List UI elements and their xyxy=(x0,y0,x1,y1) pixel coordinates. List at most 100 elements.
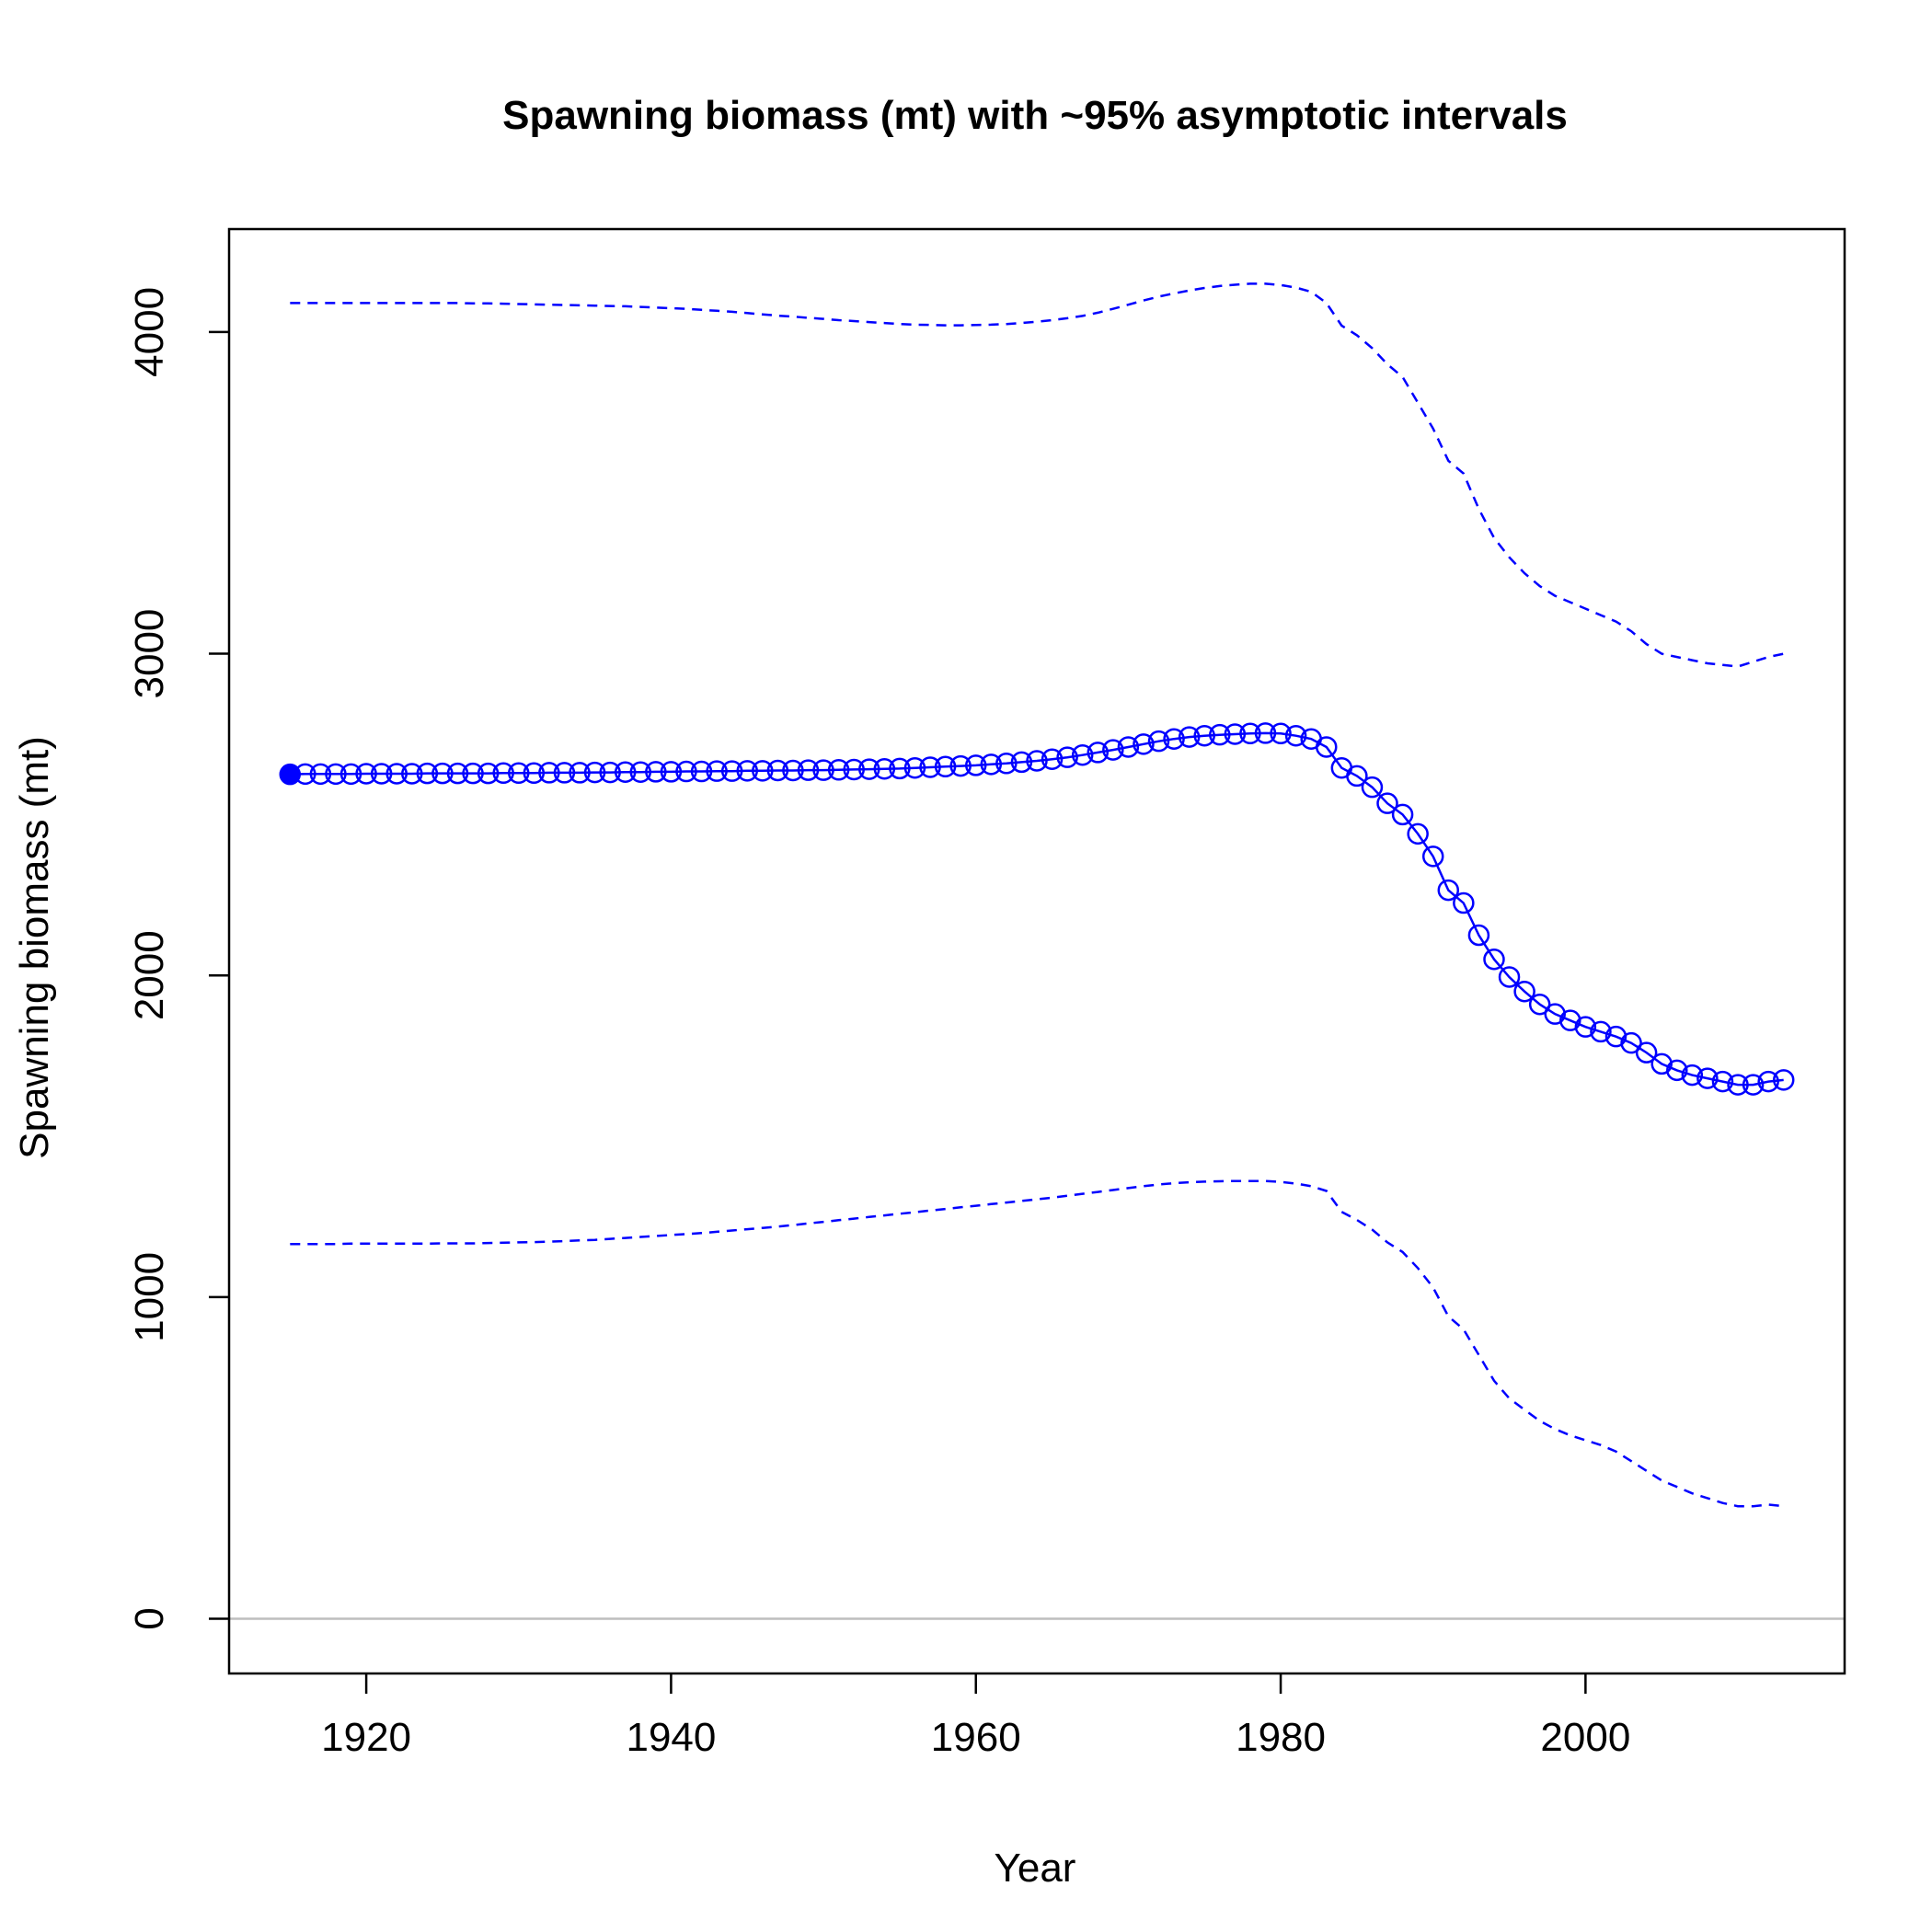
x-axis-label: Year xyxy=(995,1846,1076,1891)
data-point xyxy=(508,762,530,785)
data-point xyxy=(903,756,926,779)
data-point xyxy=(492,762,514,785)
data-point xyxy=(889,757,911,780)
data-point xyxy=(1467,924,1490,947)
data-point xyxy=(1224,723,1247,745)
x-tick-label: 1920 xyxy=(321,1715,411,1760)
x-tick-label: 1940 xyxy=(626,1715,716,1760)
data-point xyxy=(1254,722,1277,744)
upper-95-interval-line xyxy=(290,282,1784,668)
data-point xyxy=(812,759,834,781)
chart-title: Spawning biomass (mt) with ~95% asymptot… xyxy=(502,93,1568,138)
y-axis-label: Spawning biomass (mt) xyxy=(12,736,57,1159)
data-point xyxy=(827,759,850,781)
data-point xyxy=(1772,1069,1795,1091)
data-point xyxy=(964,754,987,776)
data-point xyxy=(1391,803,1414,826)
data-point xyxy=(1437,879,1460,902)
data-point xyxy=(1147,730,1170,753)
x-tick-label: 2000 xyxy=(1540,1715,1630,1760)
data-point xyxy=(1041,748,1064,770)
data-point xyxy=(569,762,591,784)
data-point xyxy=(385,763,408,785)
data-point xyxy=(1590,1020,1612,1043)
data-point xyxy=(873,757,896,780)
data-point xyxy=(1239,722,1261,745)
data-point xyxy=(1193,724,1215,747)
data-point xyxy=(1117,736,1140,758)
data-point xyxy=(1483,948,1505,971)
initial-point xyxy=(279,763,302,786)
data-point xyxy=(477,762,500,785)
data-point xyxy=(660,761,683,783)
data-point xyxy=(1757,1070,1779,1093)
data-point xyxy=(1284,724,1307,747)
estimate-layer xyxy=(279,722,1795,1096)
data-point xyxy=(416,762,439,785)
data-point xyxy=(1453,891,1475,914)
data-point xyxy=(1010,751,1033,774)
data-point xyxy=(553,762,576,784)
data-point xyxy=(843,758,865,781)
data-point xyxy=(294,763,316,786)
data-point xyxy=(1742,1074,1765,1096)
data-point xyxy=(1209,723,1231,746)
data-point xyxy=(446,762,469,785)
y-tick-label: 2000 xyxy=(127,930,172,1020)
lower-95-interval-line xyxy=(290,1179,1784,1508)
data-point xyxy=(523,762,546,785)
data-point xyxy=(355,763,377,785)
data-point xyxy=(1026,750,1048,772)
data-point xyxy=(1528,993,1551,1016)
data-point xyxy=(309,763,332,786)
data-point xyxy=(1376,792,1398,814)
data-point xyxy=(1727,1074,1749,1096)
data-point xyxy=(431,762,454,785)
data-point xyxy=(1071,743,1094,766)
y-axis: 0 1000 2000 3000 4000 xyxy=(127,287,229,1630)
data-point xyxy=(1681,1064,1704,1087)
data-point xyxy=(370,763,393,785)
data-point xyxy=(1574,1016,1597,1038)
data-point xyxy=(1498,966,1521,988)
data-point xyxy=(583,761,606,784)
data-point xyxy=(1102,739,1124,761)
data-point xyxy=(919,756,941,778)
data-point xyxy=(675,760,697,783)
data-point xyxy=(1407,822,1429,845)
data-point xyxy=(720,760,743,782)
x-tick-label: 1980 xyxy=(1236,1715,1326,1760)
data-point xyxy=(1087,742,1110,764)
data-point xyxy=(1620,1031,1642,1054)
y-tick-label: 3000 xyxy=(127,609,172,699)
data-point xyxy=(1133,733,1155,755)
data-point xyxy=(1421,845,1444,868)
data-point xyxy=(690,760,713,783)
data-point xyxy=(629,761,652,783)
data-point xyxy=(980,753,1003,776)
data-point xyxy=(995,753,1018,775)
data-point xyxy=(858,758,880,780)
data-point xyxy=(538,762,560,784)
x-axis: 1920 1940 1960 1980 2000 xyxy=(321,1673,1630,1760)
data-point xyxy=(401,763,423,785)
data-point xyxy=(1696,1067,1719,1089)
data-point xyxy=(325,763,347,786)
data-point xyxy=(1178,726,1201,748)
data-point xyxy=(645,761,667,783)
interval-layer xyxy=(290,282,1784,1508)
estimate-line xyxy=(290,731,1784,1087)
y-tick-label: 4000 xyxy=(127,287,172,377)
plot-frame xyxy=(227,227,1846,1675)
y-tick-label: 1000 xyxy=(127,1252,172,1342)
data-point xyxy=(782,759,804,782)
data-point xyxy=(934,755,957,778)
data-point xyxy=(1163,728,1185,750)
data-point xyxy=(614,761,637,783)
data-point xyxy=(1361,776,1384,799)
data-point xyxy=(1513,980,1535,1003)
data-point xyxy=(462,762,484,785)
data-point xyxy=(1056,746,1078,768)
data-point xyxy=(599,761,621,784)
